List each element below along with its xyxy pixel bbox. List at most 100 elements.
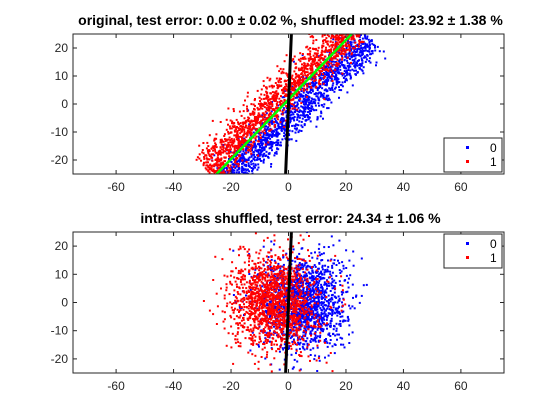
scatter-point [378, 50, 381, 53]
scatter-point [234, 295, 237, 298]
scatter-point [282, 321, 285, 324]
scatter-point [319, 272, 322, 275]
scatter-point [304, 57, 307, 60]
scatter-point [208, 166, 211, 169]
scatter-point [327, 314, 330, 317]
scatter-point [333, 311, 336, 314]
scatter-point [225, 166, 228, 169]
scatter-point [296, 328, 299, 331]
scatter-point [335, 74, 338, 76]
scatter-point [305, 268, 308, 271]
scatter-point [247, 157, 250, 160]
scatter-point [252, 162, 255, 165]
scatter-point [352, 54, 355, 57]
scatter-point [240, 114, 243, 117]
scatter-point [230, 270, 233, 273]
scatter-point [315, 72, 318, 75]
scatter-point [326, 89, 329, 92]
scatter-point [242, 104, 245, 107]
scatter-point [326, 322, 328, 325]
scatter-point [248, 170, 251, 173]
scatter-point [323, 281, 326, 284]
scatter-point [261, 136, 264, 139]
scatter-point [293, 127, 296, 130]
scatter-point [318, 301, 321, 304]
scatter-point [271, 105, 274, 108]
scatter-point [345, 71, 347, 74]
scatter-point [240, 169, 243, 172]
scatter-point [358, 54, 361, 57]
scatter-point [306, 288, 309, 291]
scatter-point [311, 279, 314, 282]
scatter-point [227, 107, 230, 110]
scatter-point [208, 158, 211, 161]
scatter-point [307, 291, 310, 294]
scatter-point [232, 108, 235, 110]
scatter-point [238, 141, 241, 144]
scatter-point [310, 304, 313, 307]
scatter-point [290, 281, 293, 284]
scatter-point [330, 77, 333, 80]
scatter-point [296, 75, 299, 78]
scatter-point [267, 114, 270, 117]
scatter-point [331, 264, 334, 267]
scatter-point [319, 334, 322, 337]
scatter-point [208, 168, 211, 171]
scatter-point [318, 293, 321, 296]
scatter-point [254, 262, 257, 265]
scatter-point [350, 48, 353, 51]
scatter-point [323, 246, 326, 249]
scatter-point [337, 43, 340, 46]
scatter-point [309, 89, 312, 91]
scatter-point [275, 121, 278, 124]
scatter-point [315, 279, 318, 282]
scatter-point [240, 130, 243, 133]
scatter-point [253, 118, 256, 120]
scatter-point [293, 326, 296, 329]
scatter-point [310, 69, 313, 72]
scatter-point [301, 285, 304, 288]
scatter-point [288, 347, 290, 350]
scatter-point [315, 95, 318, 98]
scatter-point [250, 330, 253, 333]
scatter-point [282, 71, 285, 74]
scatter-point [343, 72, 345, 75]
scatter-point [330, 317, 333, 320]
scatter-point [311, 47, 314, 50]
scatter-point [323, 92, 326, 95]
scatter-point [307, 104, 310, 106]
scatter-point [336, 333, 339, 336]
scatter-point [273, 134, 276, 137]
scatter-point [313, 58, 316, 61]
scatter-point [334, 44, 337, 47]
scatter-point [281, 70, 284, 73]
scatter-point [360, 257, 363, 260]
scatter-point [318, 83, 321, 86]
scatter-point [356, 60, 359, 63]
scatter-point [318, 243, 321, 246]
scatter-point [308, 110, 311, 113]
scatter-point [306, 302, 309, 305]
scatter-point [292, 287, 295, 290]
scatter-point [375, 64, 377, 67]
scatter-point [265, 315, 268, 318]
scatter-point [229, 127, 232, 130]
scatter-point [320, 73, 323, 76]
scatter-point [321, 87, 324, 90]
scatter-point [214, 148, 216, 151]
scatter-point [315, 56, 318, 58]
scatter-point [323, 301, 325, 304]
scatter-point [330, 274, 333, 277]
scatter-point [340, 60, 343, 63]
scatter-point [274, 152, 277, 155]
scatter-point [309, 58, 312, 61]
scatter-point [348, 49, 351, 52]
scatter-point [309, 266, 312, 269]
scatter-point [307, 95, 310, 98]
scatter-point [271, 119, 274, 122]
scatter-point [310, 290, 313, 293]
scatter-point [279, 304, 282, 307]
scatter-point [302, 295, 305, 298]
scatter-point [285, 277, 288, 280]
scatter-point [251, 304, 254, 307]
